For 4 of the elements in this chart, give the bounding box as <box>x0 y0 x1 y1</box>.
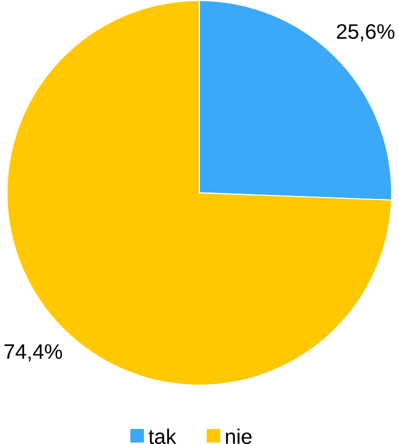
data-label: 74,4% <box>4 344 62 362</box>
legend-label: tak <box>148 428 176 444</box>
legend-label: nie <box>226 428 252 444</box>
data-label: 25,6% <box>337 24 395 42</box>
